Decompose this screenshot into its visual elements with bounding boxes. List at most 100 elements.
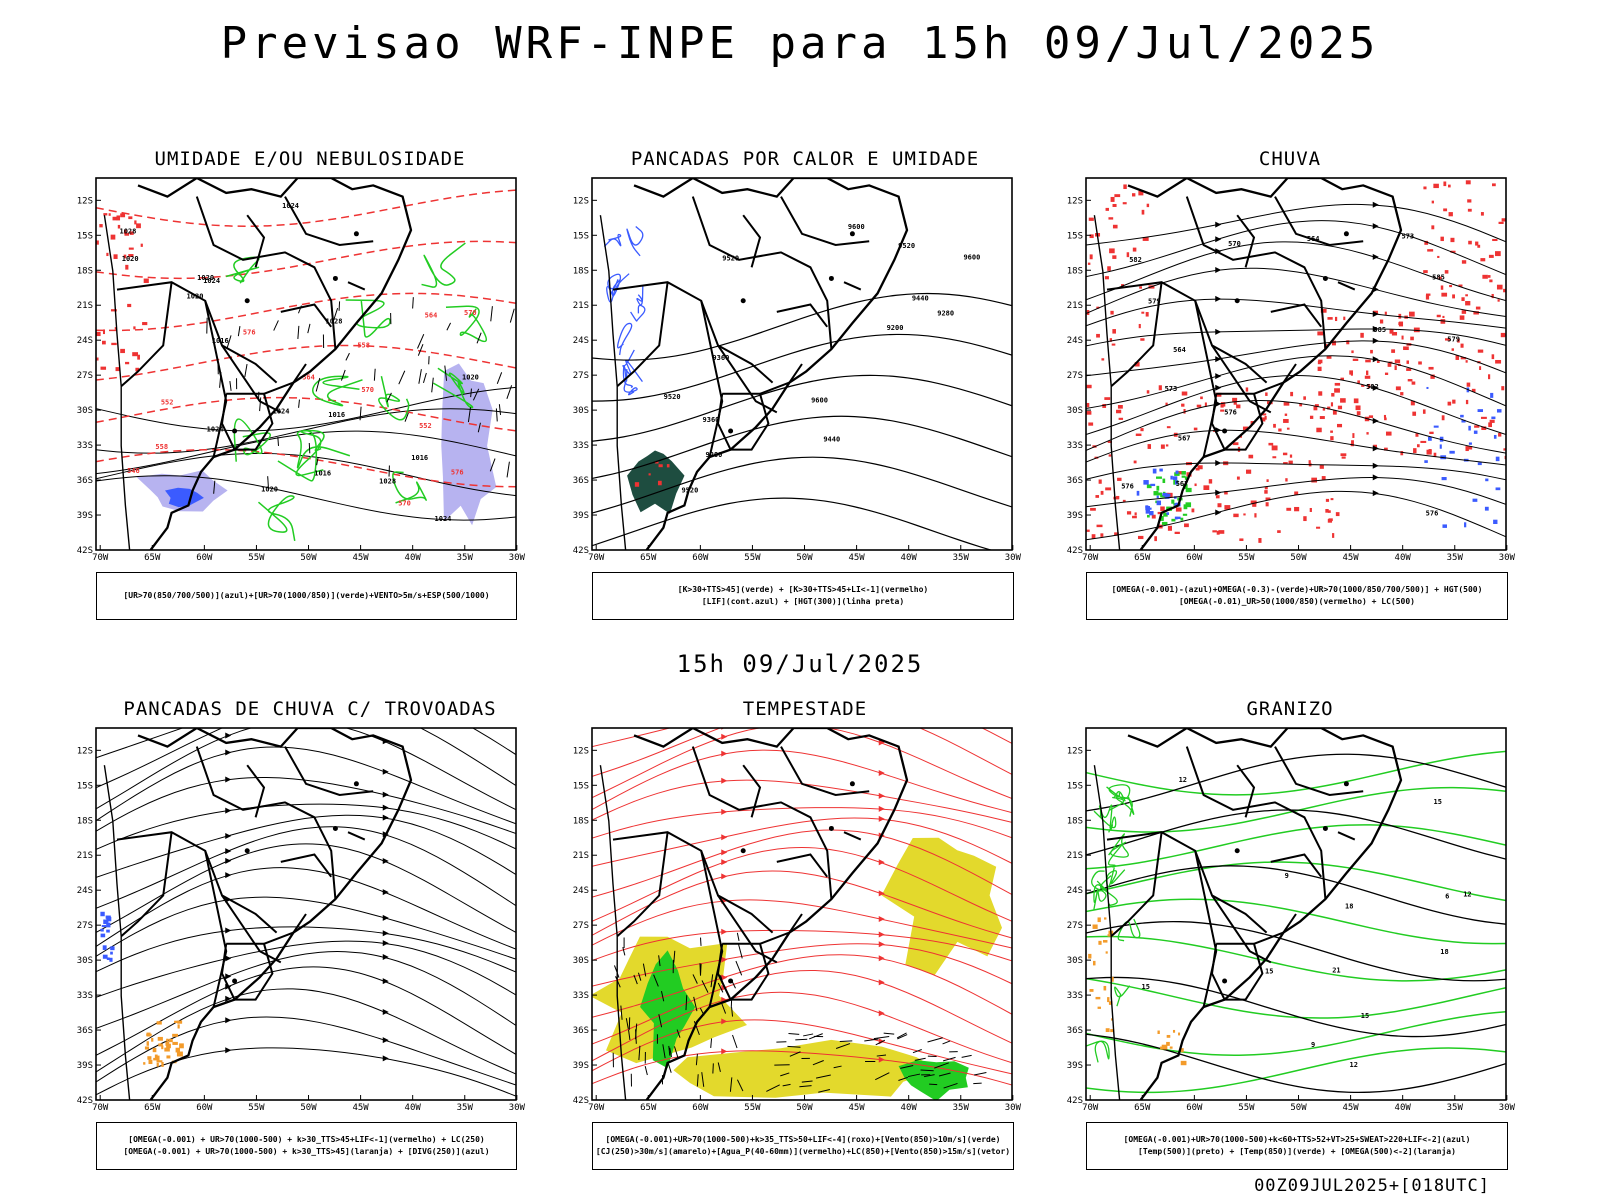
lat-label: 33S: [573, 441, 589, 451]
wind-vector: [637, 972, 642, 981]
streamline-arrow: [878, 1010, 885, 1017]
lake: [332, 825, 338, 831]
wind-vector: [809, 1033, 823, 1040]
rain-area: [1429, 431, 1434, 435]
rain-area: [1443, 208, 1448, 212]
lon-label: 40W: [1395, 553, 1412, 563]
wind-vector: [943, 1056, 956, 1062]
contour-label: 570: [398, 500, 411, 508]
wind-vector: [359, 406, 362, 421]
streamline-arrow: [1372, 474, 1379, 481]
lon-label: 45W: [848, 553, 865, 563]
lake: [1322, 825, 1328, 831]
thickness-line: [96, 189, 516, 227]
streamline-arrow: [1372, 356, 1379, 363]
rain-area: [1475, 306, 1481, 310]
omega-area: [1426, 386, 1429, 389]
wind-vector: [446, 322, 452, 331]
rain-area: [1108, 217, 1114, 220]
contour-label: 1024: [435, 515, 452, 523]
contour-label: 15: [1434, 798, 1442, 806]
wind-vector: [277, 437, 280, 446]
wind-vector: [642, 963, 647, 977]
rain-area: [1265, 392, 1268, 396]
streamline-arrow: [225, 973, 232, 980]
streamline-arrow: [721, 956, 728, 963]
contour-label: 9200: [887, 324, 904, 332]
wind-vector: [929, 1083, 938, 1086]
rain-area: [1147, 444, 1152, 449]
streamline-arrow: [382, 1037, 389, 1044]
omega-area: [1442, 524, 1447, 528]
wind-vector: [696, 1074, 699, 1087]
contour-label: 9360: [712, 354, 729, 362]
lon-label: 45W: [352, 553, 369, 563]
rain-area: [1317, 360, 1321, 365]
streamline: [96, 826, 516, 909]
rain-area: [1335, 512, 1340, 517]
omega-strong-area: [1174, 472, 1180, 476]
rain-area: [1195, 467, 1200, 471]
country-border: [221, 894, 282, 964]
rain-area: [1403, 346, 1409, 351]
omega-area: [1441, 477, 1447, 481]
contour-label: 9600: [848, 223, 865, 231]
rain-area: [1146, 203, 1150, 208]
rain-area: [1487, 275, 1491, 278]
thunderstorm-area: [166, 1038, 169, 1042]
streamline-arrow: [382, 978, 389, 985]
humidity-low-contour: [225, 256, 260, 284]
rain-area: [1497, 299, 1500, 302]
thunderstorm-area: [153, 1057, 159, 1061]
wind-vector: [673, 950, 676, 963]
lake: [332, 275, 338, 281]
streamline-arrow: [1215, 356, 1222, 363]
lat-label: 42S: [573, 1096, 589, 1106]
wind-vector: [815, 1074, 831, 1079]
rain-area: [1316, 526, 1321, 529]
rain-area: [1340, 453, 1347, 457]
streamline: [592, 728, 1012, 748]
rain-area: [1427, 249, 1434, 252]
lon-label: 50W: [300, 553, 317, 563]
thickness-speckle: [120, 348, 125, 354]
rain-area: [1400, 392, 1404, 396]
thunderstorm-area: [152, 1047, 157, 1053]
country-border: [717, 344, 778, 414]
streamline: [96, 940, 516, 998]
country-border: [700, 300, 724, 458]
wind-vector: [732, 1034, 738, 1049]
rain-area: [1373, 310, 1379, 315]
lon-label: 55W: [248, 1103, 265, 1113]
streamline-arrow: [225, 749, 232, 756]
country-border: [1210, 392, 1264, 451]
lat-label: 15S: [573, 781, 589, 791]
instability-li-area: [648, 473, 651, 476]
thickness-speckle: [125, 264, 129, 270]
rain-area: [1175, 507, 1182, 512]
omega-area: [1164, 494, 1170, 499]
rain-area: [1325, 508, 1329, 513]
wind-vector: [267, 476, 270, 490]
streamline-arrow: [382, 768, 389, 775]
omega500-area: [1105, 951, 1108, 954]
hgt300-contour: [592, 415, 1012, 480]
rain-area: [1346, 340, 1350, 345]
rain-area: [1489, 419, 1495, 423]
rain-area: [1368, 415, 1374, 418]
contour-label: 9600: [811, 396, 828, 404]
rain-area: [1452, 294, 1455, 299]
country-border: [759, 913, 803, 945]
rain-area: [1391, 331, 1398, 336]
rain-area: [1250, 500, 1257, 505]
country-border: [843, 281, 862, 291]
streamline-arrow: [721, 777, 728, 784]
streamline-arrow: [225, 995, 232, 1002]
rain-area: [1321, 476, 1326, 480]
lat-label: 21S: [77, 301, 93, 311]
rain-area: [1236, 476, 1240, 480]
rain-area: [1317, 331, 1324, 336]
streamline-arrow: [1215, 509, 1222, 516]
contour-label: 579: [1148, 298, 1161, 306]
contour-label: 1028: [379, 478, 396, 486]
